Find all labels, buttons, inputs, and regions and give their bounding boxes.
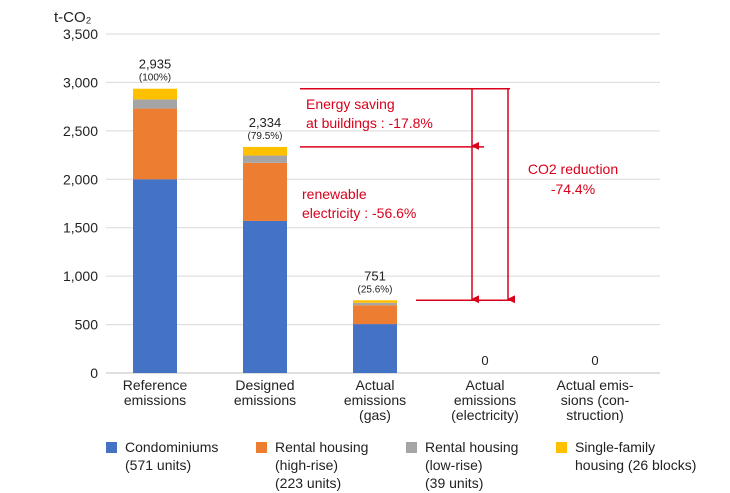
x-axis: Reference emissions Designed emissions Actua… [123,377,634,423]
bar-segment [243,220,287,373]
x-category-label: Actual emissions (gas) [344,377,406,423]
y-tick-label: 3,500 [63,26,98,42]
legend-label: Rental housing (high-rise) (223 units) [275,439,369,491]
bar-total-label: 2,334 [249,115,282,130]
legend-item: Rental housing (low-rise) (39 units) [406,438,518,492]
x-category-label: Reference emissions [123,377,188,408]
bar-percent-label: (79.5%) [247,131,282,142]
annotations: Energy saving at buildings : -17.8% renewa… [300,87,618,304]
y-axis: 0 500 1,000 1,500 2,000 2,500 3,000 3,500 [63,26,660,381]
bar-percent-label: (25.6%) [357,284,392,295]
legend-label: Rental housing (low-rise) (39 units) [425,439,519,491]
legend-item: Condominiums (571 units) [106,438,218,474]
bar-segment [133,108,177,180]
bar-segment [353,305,397,325]
legend-label: Single-family housing (26 blocks) [575,439,697,473]
bar-segment [133,99,177,109]
legend-swatch [406,442,417,453]
y-unit-label: t-CO₂ [54,9,92,26]
bar-total-label: 0 [481,353,488,368]
legend: Condominiums (571 units) Rental housing (… [0,438,730,493]
annotation-co2-reduction: CO2 reduction -74.4% [528,161,618,197]
bar-segment [133,88,177,100]
y-tick-label: 1,000 [63,268,98,284]
bar-total-label: 751 [364,268,386,283]
y-tick-label: 2,000 [63,171,98,187]
bar-total-label: 2,935 [139,57,172,72]
legend-item: Single-family housing (26 blocks) [556,438,696,474]
bar-segment [353,300,397,303]
bar-segment [353,324,397,373]
x-category-label: Actual emis-sions (con-struction) [556,377,633,423]
bar-segment [133,179,177,373]
bar-segment [243,162,287,221]
gridlines [106,33,660,326]
bar-segment [353,302,397,306]
legend-swatch [256,442,267,453]
legend-item: Rental housing (high-rise) (223 units) [256,438,368,492]
bars [133,88,397,373]
y-tick-label: 1,500 [63,220,98,236]
bar-segment [243,155,287,163]
legend-swatch [106,442,117,453]
annotation-renewable: renewable electricity : -56.6% [302,186,416,221]
stacked-bar-chart: 0 500 1,000 1,500 2,000 2,500 3,000 3,500 t-CO₂… [54,9,660,423]
y-tick-label: 3,000 [63,74,98,90]
bar-segment [243,146,287,156]
bar-percent-label: (100%) [139,73,171,84]
bar-totals: 2,935(100%) 2,334(79.5%) 751(25.6%) 0 0 [139,57,599,368]
y-tick-label: 0 [90,365,98,381]
bar-total-label: 0 [591,353,598,368]
x-category-label: Designed emissions [234,377,296,408]
legend-swatch [556,442,567,453]
y-tick-label: 500 [75,317,99,333]
annotation-energy-saving: Energy saving at buildings : -17.8% [306,96,433,131]
legend-label: Condominiums (571 units) [125,439,219,473]
x-category-label: Actual emissions (electricity) [451,377,519,423]
y-tick-label: 2,500 [63,123,98,139]
